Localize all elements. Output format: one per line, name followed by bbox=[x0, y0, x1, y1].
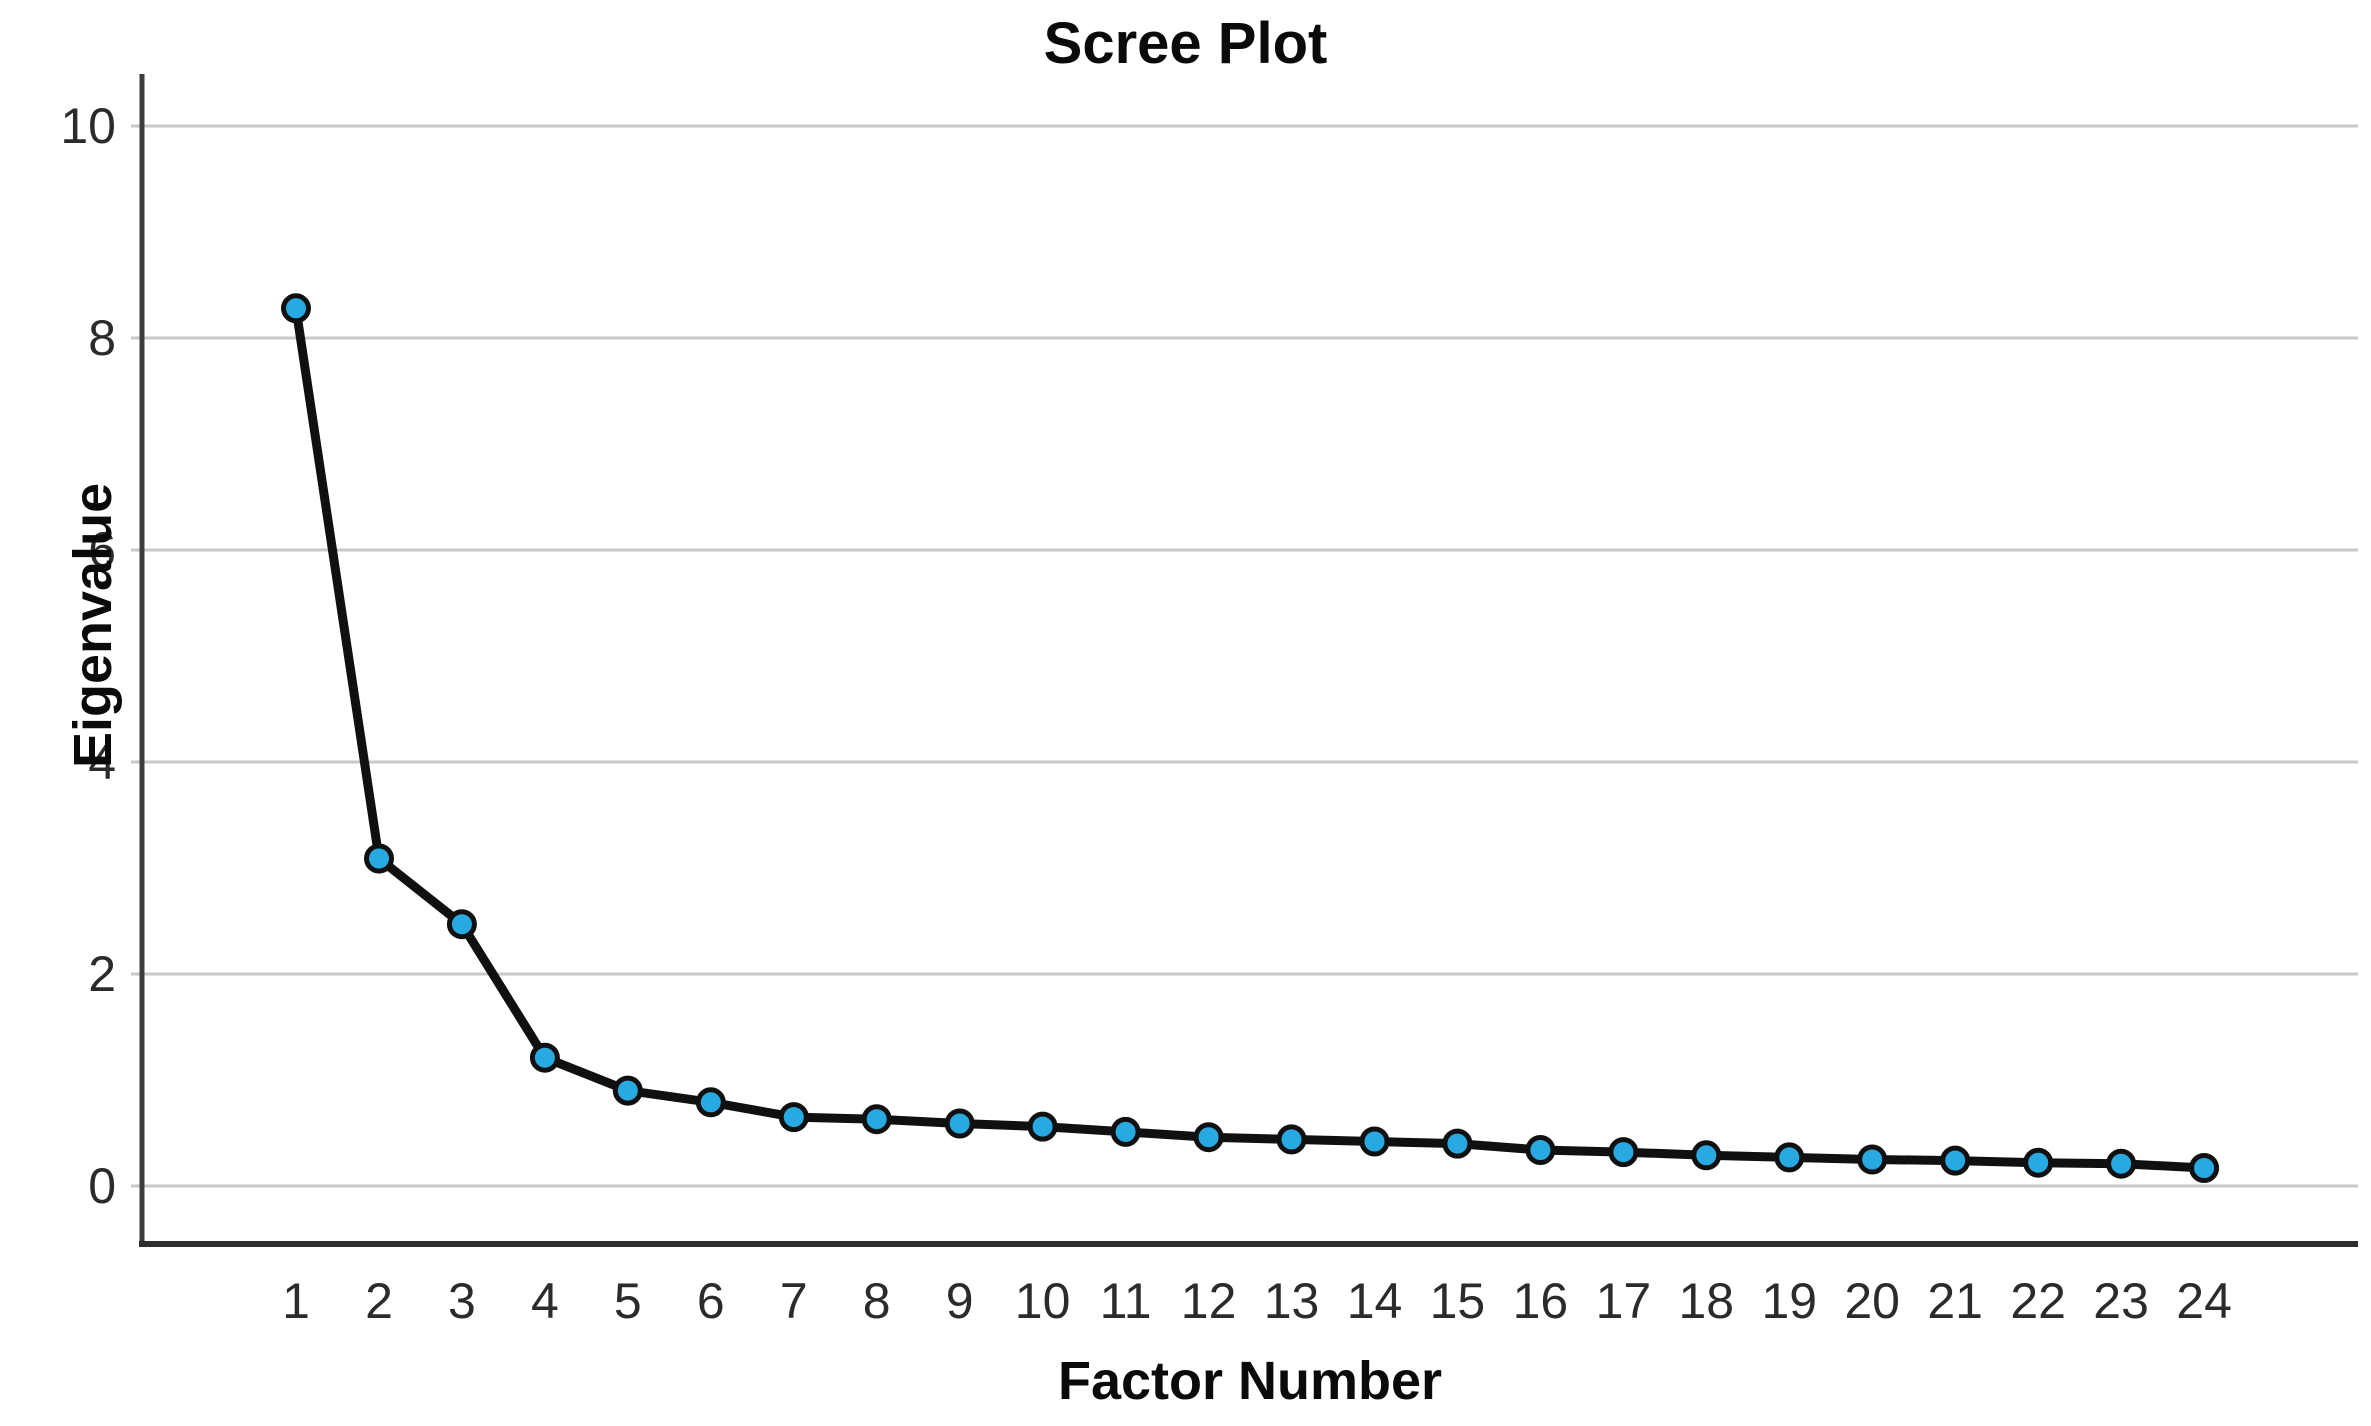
x-tick-label-9: 9 bbox=[946, 1273, 974, 1329]
x-tick-label-20: 20 bbox=[1844, 1273, 1900, 1329]
data-point-marker-12 bbox=[1193, 1122, 1224, 1153]
x-tick-label-13: 13 bbox=[1264, 1273, 1320, 1329]
data-point-marker-2 bbox=[364, 843, 394, 874]
x-tick-label-17: 17 bbox=[1596, 1273, 1652, 1329]
x-tick-label-24: 24 bbox=[2176, 1273, 2232, 1329]
x-tick-label-2: 2 bbox=[365, 1273, 393, 1329]
data-point-marker-20 bbox=[1857, 1144, 1888, 1175]
x-tick-label-3: 3 bbox=[448, 1273, 476, 1329]
y-tick-label-8: 8 bbox=[88, 310, 116, 366]
chart-title: Scree Plot bbox=[1043, 11, 1328, 76]
data-point-marker-21 bbox=[1940, 1145, 1971, 1176]
x-tick-label-7: 7 bbox=[780, 1273, 808, 1329]
x-tick-label-1: 1 bbox=[282, 1273, 310, 1329]
y-tick-label-10: 10 bbox=[60, 98, 116, 154]
data-point-marker-19 bbox=[1774, 1142, 1805, 1173]
data-point-marker-1 bbox=[281, 293, 311, 324]
x-tick-label-11: 11 bbox=[1100, 1273, 1152, 1329]
y-tick-label-2: 2 bbox=[88, 946, 116, 1002]
y-axis-title: Eigenvalue bbox=[63, 482, 123, 768]
data-point-marker-18 bbox=[1691, 1140, 1722, 1171]
x-tick-label-8: 8 bbox=[863, 1273, 891, 1329]
data-point-marker-17 bbox=[1608, 1137, 1639, 1168]
data-point-marker-13 bbox=[1276, 1124, 1307, 1155]
y-tick-label-0: 0 bbox=[88, 1158, 116, 1214]
data-point-marker-15 bbox=[1442, 1128, 1473, 1159]
data-point-marker-3 bbox=[446, 909, 477, 940]
x-tick-label-19: 19 bbox=[1761, 1273, 1817, 1329]
data-point-marker-10 bbox=[1027, 1111, 1058, 1142]
x-tick-label-23: 23 bbox=[2093, 1273, 2149, 1329]
data-point-marker-16 bbox=[1525, 1135, 1556, 1165]
x-tick-label-15: 15 bbox=[1430, 1273, 1486, 1329]
x-tick-label-12: 12 bbox=[1181, 1273, 1237, 1329]
x-axis-title: Factor Number bbox=[1057, 1351, 1443, 1411]
data-point-marker-4 bbox=[529, 1042, 560, 1073]
y-tick-label-4: 4 bbox=[88, 734, 116, 790]
data-point-marker-22 bbox=[2023, 1147, 2054, 1178]
x-tick-label-21: 21 bbox=[1927, 1273, 1983, 1329]
data-point-marker-9 bbox=[944, 1108, 975, 1139]
data-point-marker-8 bbox=[861, 1104, 892, 1135]
data-point-marker-5 bbox=[612, 1075, 643, 1106]
data-point-marker-6 bbox=[695, 1087, 726, 1118]
x-tick-label-14: 14 bbox=[1347, 1273, 1403, 1329]
y-tick-label-6: 6 bbox=[88, 522, 116, 578]
data-point-marker-14 bbox=[1359, 1126, 1390, 1157]
x-tick-label-10: 10 bbox=[1015, 1273, 1071, 1329]
x-tick-label-18: 18 bbox=[1678, 1273, 1734, 1329]
x-tick-label-6: 6 bbox=[697, 1273, 725, 1329]
data-point-marker-23 bbox=[2106, 1148, 2137, 1179]
data-point-marker-11 bbox=[1110, 1116, 1141, 1147]
scree-line bbox=[291, 303, 2209, 1173]
x-tick-label-16: 16 bbox=[1513, 1273, 1569, 1329]
x-tick-label-4: 4 bbox=[531, 1273, 559, 1329]
x-tick-label-5: 5 bbox=[614, 1273, 642, 1329]
data-point-marker-7 bbox=[778, 1102, 809, 1133]
data-point-marker-24 bbox=[2189, 1153, 2220, 1183]
x-tick-label-22: 22 bbox=[2010, 1273, 2066, 1329]
